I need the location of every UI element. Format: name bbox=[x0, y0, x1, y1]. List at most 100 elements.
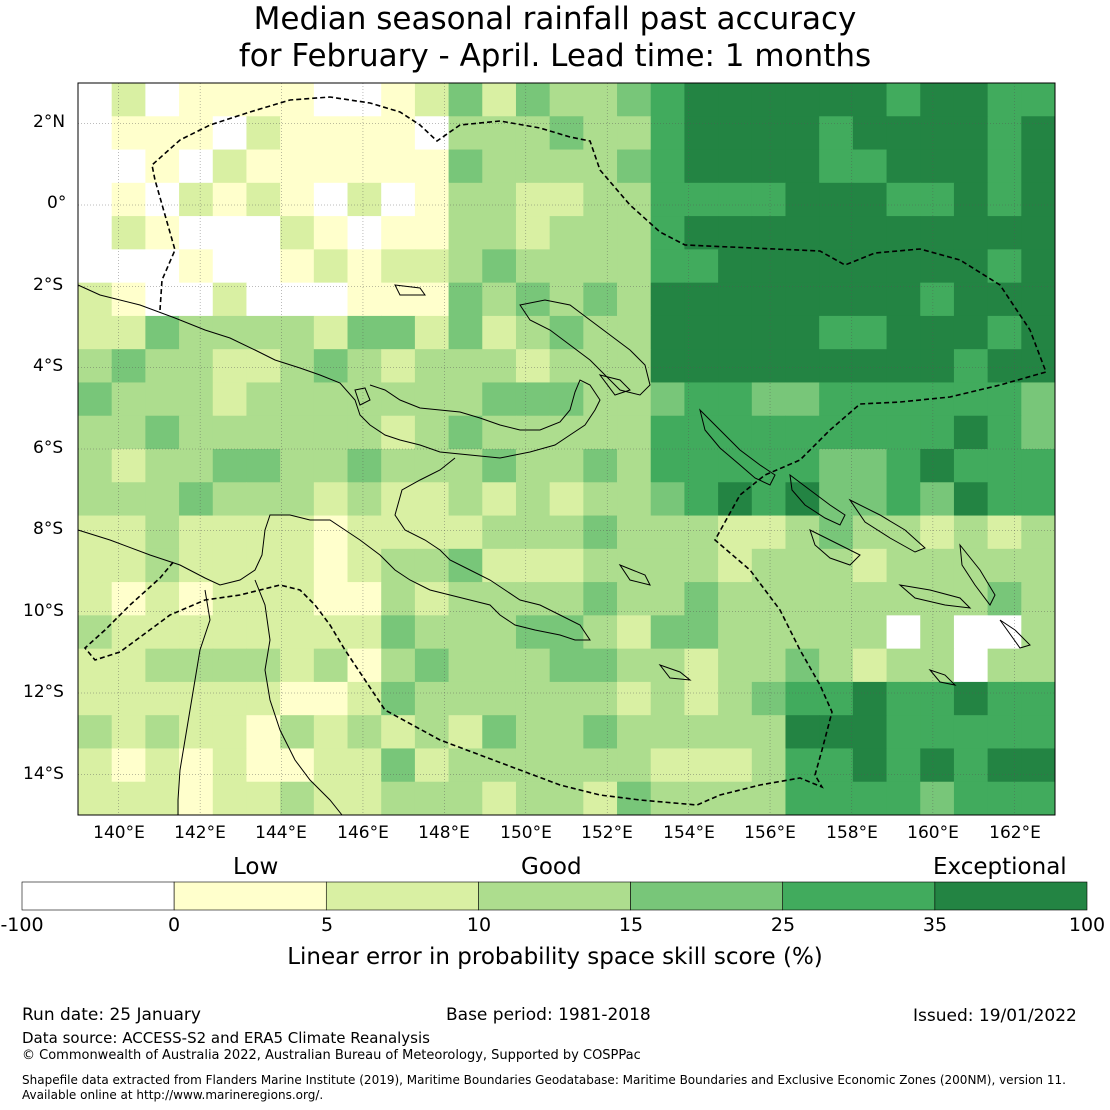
skill-cell bbox=[785, 282, 820, 317]
lat-tick-2n: 2°N bbox=[33, 112, 66, 132]
skill-cell bbox=[718, 282, 753, 317]
skill-cell bbox=[785, 681, 820, 716]
skill-cell bbox=[179, 182, 214, 217]
skill-cell bbox=[414, 715, 450, 749]
skill-cell bbox=[448, 781, 483, 816]
colorbar-segment bbox=[782, 881, 936, 911]
skill-cell bbox=[515, 781, 551, 816]
skill-cell bbox=[549, 249, 584, 284]
issued-date: Issued: 19/01/2022 bbox=[913, 1006, 1077, 1026]
lat-tick-4s: 4°S bbox=[33, 356, 64, 376]
skill-cell bbox=[179, 249, 214, 284]
skill-cell bbox=[852, 415, 888, 450]
skill-cell bbox=[1021, 415, 1056, 450]
skill-cell bbox=[179, 282, 214, 317]
skill-cell bbox=[280, 648, 315, 683]
skill-cell bbox=[246, 249, 281, 284]
skill-cell bbox=[549, 648, 584, 683]
skill-cell bbox=[819, 515, 854, 550]
skill-cell bbox=[482, 681, 517, 716]
skill-cell bbox=[920, 182, 955, 217]
skill-cell bbox=[819, 482, 854, 517]
skill-cell bbox=[1021, 482, 1056, 517]
colorbar-segment bbox=[478, 881, 631, 911]
skill-cell bbox=[852, 315, 888, 350]
shapefile-credit-line1: Shapefile data extracted from Flanders M… bbox=[22, 1073, 1066, 1087]
colorbar-segment bbox=[325, 881, 479, 911]
skill-cell bbox=[145, 482, 180, 517]
skill-cell bbox=[145, 515, 180, 550]
skill-cell bbox=[482, 449, 517, 483]
skill-cell bbox=[617, 615, 652, 650]
skill-cell bbox=[78, 182, 113, 217]
skill-cell bbox=[347, 648, 382, 683]
skill-cell bbox=[953, 515, 989, 550]
skill-cell bbox=[785, 582, 820, 616]
skill-cell bbox=[515, 216, 551, 250]
skill-cell bbox=[886, 415, 921, 450]
skill-cell bbox=[617, 715, 652, 749]
skill-cell bbox=[448, 482, 483, 517]
skill-cell bbox=[751, 182, 786, 217]
skill-cell bbox=[684, 515, 719, 550]
skill-cell bbox=[718, 748, 753, 783]
skill-cell bbox=[920, 615, 955, 650]
skill-cell bbox=[246, 282, 281, 317]
skill-cell bbox=[583, 615, 618, 650]
skill-cell bbox=[246, 182, 281, 217]
skill-cell bbox=[751, 681, 786, 716]
skill-cell bbox=[650, 748, 685, 783]
skill-cell bbox=[145, 582, 180, 616]
skill-cell bbox=[650, 515, 685, 550]
skill-cell bbox=[212, 349, 247, 383]
skill-cell bbox=[145, 182, 180, 217]
skill-cell bbox=[549, 548, 584, 583]
skill-cell bbox=[111, 615, 146, 650]
skill-cell bbox=[212, 715, 247, 749]
skill-cell bbox=[313, 216, 349, 250]
skill-cell bbox=[482, 249, 517, 284]
skill-cell bbox=[886, 548, 921, 583]
skill-cell bbox=[583, 515, 618, 550]
skill-cell bbox=[1021, 182, 1056, 217]
skill-cell bbox=[111, 83, 146, 117]
skill-grid bbox=[78, 83, 1056, 816]
skill-cell bbox=[347, 315, 382, 350]
skill-cell bbox=[718, 83, 753, 117]
lat-tick-2s: 2°S bbox=[33, 275, 64, 295]
skill-cell bbox=[313, 315, 349, 350]
skill-cell bbox=[111, 249, 146, 284]
skill-cell bbox=[953, 83, 989, 117]
skill-cell bbox=[280, 615, 315, 650]
skill-cell bbox=[987, 748, 1022, 783]
skill-cell bbox=[111, 315, 146, 350]
skill-cell bbox=[987, 182, 1022, 217]
skill-cell bbox=[111, 182, 146, 217]
skill-cell bbox=[482, 315, 517, 350]
lon-tick-146: 146°E bbox=[337, 823, 389, 843]
skill-cell bbox=[920, 681, 955, 716]
skill-cell bbox=[1021, 548, 1056, 583]
skill-cell bbox=[785, 548, 820, 583]
skill-cell bbox=[684, 681, 719, 716]
skill-cell bbox=[1021, 515, 1056, 550]
new-ireland-coast bbox=[699, 408, 776, 486]
skill-cell bbox=[515, 648, 551, 683]
skill-cell bbox=[145, 748, 180, 783]
skill-cell bbox=[179, 116, 214, 151]
skill-cell bbox=[1021, 149, 1056, 184]
skill-cell bbox=[751, 449, 786, 483]
skill-cell bbox=[617, 83, 652, 117]
skill-cell bbox=[718, 315, 753, 350]
skill-cell bbox=[212, 449, 247, 483]
skill-cell bbox=[920, 515, 955, 550]
skill-cell bbox=[617, 449, 652, 483]
skill-cell bbox=[583, 315, 618, 350]
skill-cell bbox=[617, 249, 652, 284]
skill-cell bbox=[886, 681, 921, 716]
skill-cell bbox=[617, 748, 652, 783]
skill-cell bbox=[751, 482, 786, 517]
skill-cell bbox=[751, 515, 786, 550]
skill-cell bbox=[684, 182, 719, 217]
